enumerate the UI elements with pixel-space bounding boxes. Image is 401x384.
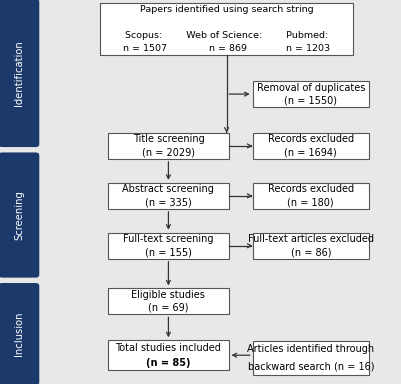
Text: Inclusion: Inclusion — [14, 312, 24, 356]
FancyBboxPatch shape — [253, 183, 369, 209]
Text: Removal of duplicates: Removal of duplicates — [257, 83, 365, 93]
Text: Total studies included: Total studies included — [115, 343, 221, 353]
Text: Records excluded: Records excluded — [268, 184, 354, 194]
Text: (n = 69): (n = 69) — [148, 303, 188, 313]
FancyBboxPatch shape — [253, 81, 369, 107]
FancyBboxPatch shape — [0, 0, 39, 147]
FancyBboxPatch shape — [0, 152, 39, 278]
Text: (n = 1550): (n = 1550) — [284, 96, 337, 106]
Text: Screening: Screening — [14, 190, 24, 240]
Text: Records excluded: Records excluded — [268, 134, 354, 144]
Text: (n = 1694): (n = 1694) — [284, 147, 337, 157]
Text: (n = 85): (n = 85) — [146, 358, 190, 368]
Text: Title screening: Title screening — [133, 134, 204, 144]
FancyBboxPatch shape — [253, 341, 369, 375]
FancyBboxPatch shape — [253, 233, 369, 259]
FancyBboxPatch shape — [108, 288, 229, 314]
Text: Papers identified using search string: Papers identified using search string — [140, 5, 313, 14]
Text: Scopus:        Web of Science:        Pubmed:: Scopus: Web of Science: Pubmed: — [125, 31, 328, 40]
FancyBboxPatch shape — [100, 3, 353, 55]
FancyBboxPatch shape — [108, 183, 229, 209]
Text: (n = 86): (n = 86) — [291, 247, 331, 257]
Text: Eligible studies: Eligible studies — [132, 290, 205, 300]
Text: Articles identified through: Articles identified through — [247, 344, 375, 354]
Text: (n = 155): (n = 155) — [145, 247, 192, 257]
Text: Identification: Identification — [14, 40, 24, 106]
Text: Abstract screening: Abstract screening — [122, 184, 215, 194]
FancyBboxPatch shape — [0, 283, 39, 384]
Text: (n = 2029): (n = 2029) — [142, 147, 195, 157]
Text: n = 1507              n = 869             n = 1203: n = 1507 n = 869 n = 1203 — [123, 44, 330, 53]
FancyBboxPatch shape — [108, 340, 229, 370]
Text: (n = 180): (n = 180) — [288, 197, 334, 207]
Text: Full-text screening: Full-text screening — [123, 234, 214, 244]
Text: Full-text articles excluded: Full-text articles excluded — [248, 234, 374, 244]
FancyBboxPatch shape — [253, 133, 369, 159]
FancyBboxPatch shape — [108, 233, 229, 259]
FancyBboxPatch shape — [108, 133, 229, 159]
Text: backward search (n = 16): backward search (n = 16) — [247, 361, 374, 372]
Text: (n = 335): (n = 335) — [145, 197, 192, 207]
